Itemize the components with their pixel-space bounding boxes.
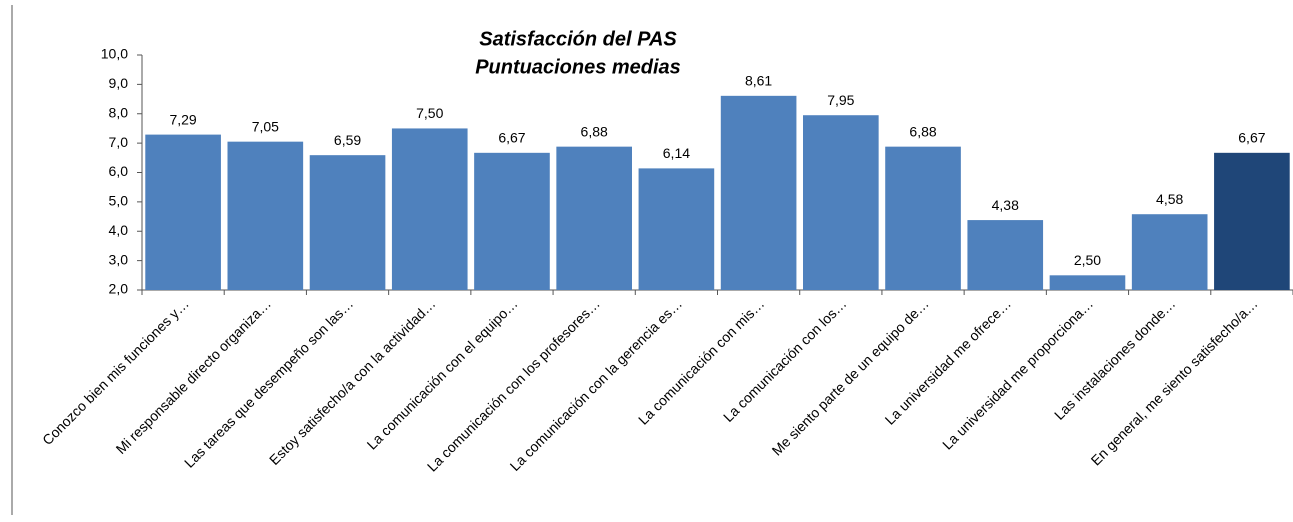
y-tick-label: 10,0: [101, 46, 128, 62]
y-tick-label: 9,0: [109, 75, 129, 91]
value-label: 6,88: [909, 123, 936, 139]
y-tick-label: 7,0: [109, 134, 129, 150]
bar: [391, 128, 468, 290]
bar: [309, 155, 386, 290]
value-label: 8,61: [745, 73, 772, 89]
value-label: 7,50: [416, 105, 443, 121]
y-tick-label: 5,0: [109, 193, 129, 209]
bar: [803, 115, 879, 290]
y-tick-label: 4,0: [109, 222, 129, 238]
bar: [1131, 214, 1208, 290]
bar: [720, 95, 797, 290]
chart-title: Satisfacción del PAS: [479, 28, 677, 50]
value-label: 4,38: [992, 197, 1019, 213]
x-tick-label: La comunicación con la gerencia es…: [507, 295, 686, 474]
chart-subtitle: Puntuaciones medias: [475, 56, 681, 78]
x-tick-label: La comunicación con el equipo…: [364, 295, 521, 452]
value-label: 6,67: [498, 130, 525, 146]
bar: [638, 168, 715, 290]
value-label: 6,88: [581, 123, 608, 139]
x-tick-label: Conozco bien mis funciones y…: [39, 295, 192, 448]
value-label: 4,58: [1156, 191, 1183, 207]
bar: [145, 134, 221, 290]
bar: [556, 146, 632, 290]
value-label: 7,29: [169, 111, 196, 127]
bar: [227, 141, 304, 290]
value-label: 6,67: [1238, 130, 1265, 146]
x-tick-label: Me siento parte de un equipo de…: [769, 295, 932, 458]
value-label: 2,50: [1074, 252, 1101, 268]
x-tick-label: En general, me siento satisfecho/a…: [1088, 295, 1261, 468]
value-label: 7,95: [827, 92, 854, 108]
x-tick-label: Las tareas que desempeño son las…: [181, 295, 356, 470]
x-tick-label: La comunicación con los profesores…: [424, 295, 603, 474]
bar: [474, 152, 550, 290]
value-label: 6,14: [663, 145, 690, 161]
x-tick-label: Mi responsable directo organiza…: [113, 295, 275, 457]
bar: [1049, 275, 1126, 290]
value-label: 7,05: [252, 118, 279, 134]
y-tick-label: 6,0: [109, 163, 129, 179]
y-tick-label: 2,0: [109, 281, 129, 297]
bar: [1214, 152, 1290, 290]
x-tick-label: Estoy satisfecho/a con la actividad…: [266, 295, 439, 468]
bar: [967, 220, 1044, 290]
x-tick-label: La universidad me proporciona…: [939, 295, 1096, 452]
value-label: 6,59: [334, 132, 361, 148]
y-tick-label: 8,0: [109, 104, 129, 120]
y-tick-label: 3,0: [109, 251, 129, 267]
bar: [885, 146, 961, 290]
